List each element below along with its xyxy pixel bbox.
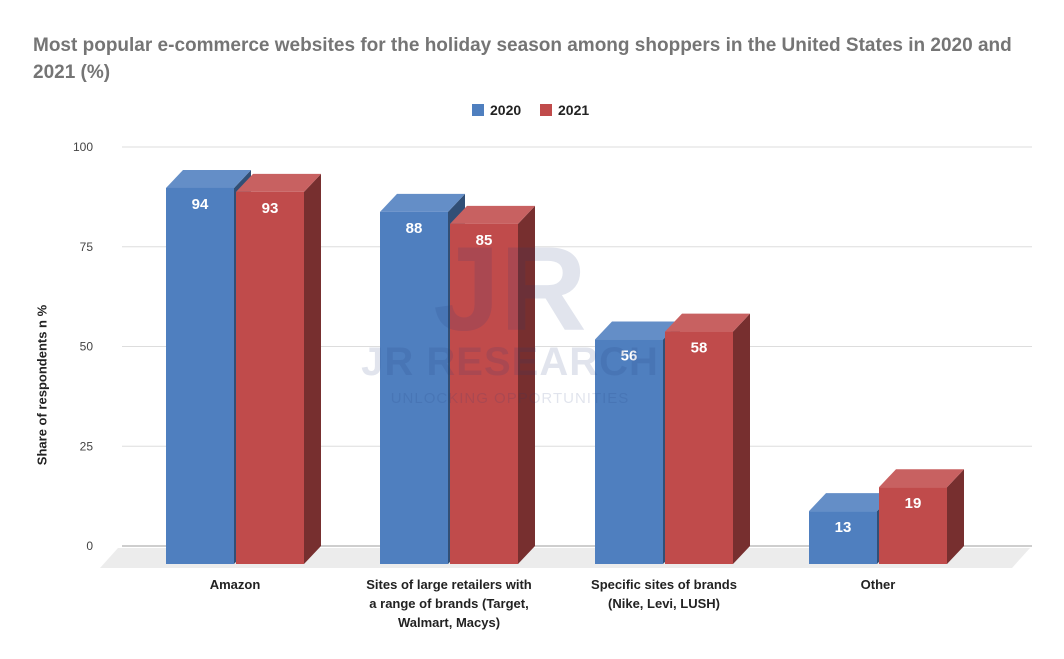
data-label: 58 xyxy=(691,340,708,357)
chart-floor xyxy=(100,548,1030,568)
legend-swatch-2021 xyxy=(540,104,552,116)
legend-label-2020: 2020 xyxy=(490,102,522,118)
legend-item-2021[interactable]: 2021 xyxy=(540,102,589,118)
data-label: 85 xyxy=(476,232,493,249)
data-label: 94 xyxy=(192,196,209,213)
legend-swatch-2020 xyxy=(472,104,484,116)
y-tick-label: 25 xyxy=(80,439,94,453)
bar xyxy=(236,191,304,564)
bar-top xyxy=(450,205,535,224)
data-label: 56 xyxy=(621,348,638,365)
y-tick-label: 50 xyxy=(80,340,94,354)
data-label: 19 xyxy=(905,495,922,512)
chart-title: Most popular e-commerce websites for the… xyxy=(33,35,1012,83)
bar-top xyxy=(380,193,465,212)
y-tick-label: 75 xyxy=(80,240,94,254)
bar-top xyxy=(809,493,894,512)
legend: 2020 2021 xyxy=(0,102,1064,120)
bar xyxy=(879,487,947,564)
y-tick-label: 0 xyxy=(86,539,93,553)
legend-item-2020[interactable]: 2020 xyxy=(472,102,521,118)
bar-top xyxy=(166,169,251,188)
bar xyxy=(166,187,234,564)
bar-top xyxy=(879,469,964,488)
bar xyxy=(380,211,448,564)
bar xyxy=(450,223,518,564)
bar-side xyxy=(733,313,750,564)
legend-label-2021: 2021 xyxy=(558,102,590,118)
bar-top xyxy=(595,321,680,340)
bar xyxy=(809,511,877,564)
bar-top xyxy=(236,173,321,192)
y-tick-label: 100 xyxy=(73,140,93,154)
bar-top xyxy=(665,313,750,332)
x-tick-label: Amazon xyxy=(210,577,261,592)
x-tick-label: Other xyxy=(861,577,896,592)
bar xyxy=(665,331,733,564)
x-tick-label: Sites of large retailers with a range of … xyxy=(366,577,532,630)
bar-side xyxy=(518,205,535,564)
bar xyxy=(595,339,663,564)
data-label: 13 xyxy=(835,519,852,536)
data-label: 88 xyxy=(406,220,423,237)
bar-side xyxy=(304,173,321,564)
x-tick-label: Specific sites of brands (Nike, Levi, LUS… xyxy=(591,577,737,611)
data-label: 93 xyxy=(262,200,279,217)
bar-side xyxy=(947,469,964,564)
